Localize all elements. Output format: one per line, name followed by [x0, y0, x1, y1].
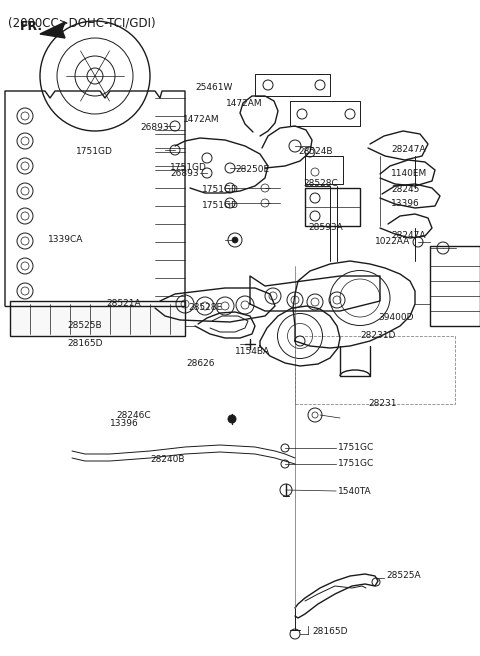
Text: 1751GD: 1751GD	[202, 186, 239, 194]
Text: (2000CC>DOHC-TCI/GDI): (2000CC>DOHC-TCI/GDI)	[8, 16, 156, 29]
Text: 13396: 13396	[391, 199, 420, 209]
Bar	[10, 301, 185, 336]
Text: 1472AM: 1472AM	[226, 100, 263, 108]
Text: 28165D: 28165D	[67, 340, 103, 348]
Text: 28240B: 28240B	[150, 455, 184, 464]
Text: 1751GC: 1751GC	[338, 459, 374, 468]
Text: 1751GD: 1751GD	[170, 163, 207, 173]
Text: 1751GD: 1751GD	[202, 201, 239, 211]
Text: 28247A: 28247A	[391, 146, 425, 155]
Bar	[255, 74, 330, 96]
Circle shape	[228, 415, 236, 423]
Text: 1339CA: 1339CA	[48, 236, 84, 245]
Text: 28250E: 28250E	[235, 165, 269, 174]
Text: 28231: 28231	[368, 400, 396, 409]
Text: 1472AM: 1472AM	[183, 115, 220, 123]
Text: 28246C: 28246C	[116, 411, 151, 419]
Bar	[305, 188, 360, 226]
Text: 1140EM: 1140EM	[391, 169, 427, 178]
Bar	[430, 246, 480, 326]
Text: 28231D: 28231D	[360, 331, 396, 340]
Text: 28245: 28245	[391, 186, 420, 194]
Text: 28525B: 28525B	[67, 321, 102, 331]
Text: 1022AA: 1022AA	[375, 237, 410, 247]
Bar	[295, 336, 455, 404]
Text: 26893: 26893	[140, 123, 168, 133]
Text: 1540TA: 1540TA	[338, 487, 372, 495]
Text: 1751GD: 1751GD	[76, 148, 113, 157]
Text: 28247A: 28247A	[391, 232, 425, 241]
Text: 28593A: 28593A	[308, 224, 343, 232]
Text: 28626: 28626	[186, 359, 215, 369]
Text: 26893: 26893	[170, 169, 199, 178]
Text: 28525A: 28525A	[386, 571, 420, 581]
Text: 1751GC: 1751GC	[338, 443, 374, 453]
Text: 25461W: 25461W	[195, 83, 232, 92]
Text: FR.: FR.	[20, 20, 43, 33]
Polygon shape	[40, 22, 65, 38]
Bar	[290, 101, 360, 126]
Text: 1154BA: 1154BA	[235, 346, 270, 356]
Text: 28521A: 28521A	[106, 300, 141, 308]
Text: 39400D: 39400D	[378, 314, 413, 323]
Circle shape	[232, 237, 238, 243]
Text: 28528E: 28528E	[188, 304, 222, 312]
Text: 13396: 13396	[110, 419, 139, 428]
Text: 28524B: 28524B	[298, 146, 333, 155]
Text: 28165D: 28165D	[312, 626, 348, 636]
Bar	[305, 156, 343, 184]
Text: 28528C: 28528C	[303, 180, 338, 188]
